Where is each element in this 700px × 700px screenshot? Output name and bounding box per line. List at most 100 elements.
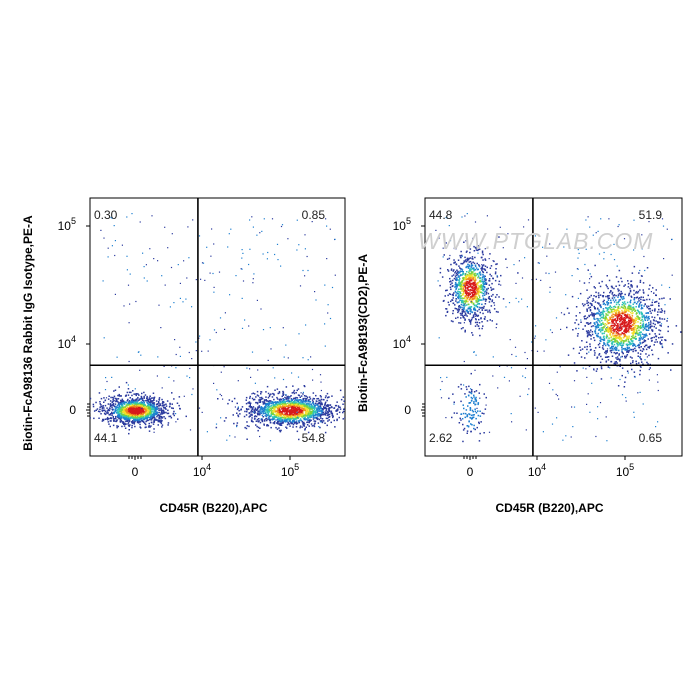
event-dot — [268, 415, 270, 417]
event-dot — [472, 277, 475, 279]
event-dot — [277, 418, 279, 421]
event-dot — [124, 406, 126, 408]
event-dot — [108, 418, 110, 420]
event-dot — [326, 410, 328, 413]
event-dot — [274, 415, 276, 418]
x-tick-label: 104 — [193, 462, 211, 479]
event-dot — [609, 350, 612, 352]
event-dot — [265, 399, 267, 401]
event-dot — [489, 273, 491, 276]
event-dot — [252, 392, 255, 394]
event-dot — [315, 299, 317, 301]
event-dot — [166, 412, 169, 415]
event-dot — [656, 341, 658, 343]
event-dot — [633, 327, 635, 329]
event-dot — [142, 409, 144, 412]
event-dot — [468, 272, 471, 275]
quadrant-percent-upper-right: 0.85 — [302, 208, 326, 222]
event-dot — [450, 280, 452, 283]
event-dot — [626, 349, 628, 351]
event-dot — [301, 411, 304, 413]
event-dot — [290, 413, 292, 415]
event-dot — [639, 339, 641, 341]
event-dot — [325, 417, 328, 420]
event-dot — [130, 416, 132, 419]
event-dot — [117, 407, 119, 409]
event-dot — [632, 306, 634, 309]
event-dot — [297, 394, 300, 396]
event-dot — [602, 326, 604, 329]
event-dot — [624, 349, 626, 351]
event-dot — [130, 405, 132, 407]
event-dot — [624, 303, 627, 305]
event-dot — [462, 310, 465, 312]
event-dot — [288, 419, 290, 421]
event-dot — [101, 410, 104, 412]
event-dot — [640, 313, 643, 315]
event-dot — [257, 421, 260, 423]
event-dot — [286, 427, 288, 429]
event-dot — [284, 414, 286, 416]
event-dot — [296, 389, 298, 392]
event-dot — [476, 296, 478, 298]
event-dot — [121, 402, 123, 404]
event-dot — [607, 359, 610, 361]
event-dot — [641, 275, 643, 277]
event-dot — [135, 399, 137, 402]
event-dot — [148, 411, 150, 414]
event-dot — [119, 417, 121, 419]
event-dot — [613, 287, 615, 290]
event-dot — [325, 218, 327, 220]
event-dot — [121, 406, 123, 409]
event-dot — [149, 405, 152, 407]
event-dot — [282, 394, 284, 396]
event-dot — [606, 341, 609, 344]
event-dot — [134, 416, 136, 418]
event-dot — [132, 408, 134, 411]
event-dot — [133, 401, 136, 404]
event-dot — [207, 350, 209, 352]
event-dot — [468, 277, 470, 279]
event-dot — [305, 400, 307, 402]
event-dot — [623, 326, 625, 328]
event-dot — [484, 318, 486, 320]
event-dot — [476, 310, 479, 312]
event-dot — [453, 292, 455, 294]
event-dot — [659, 342, 661, 344]
event-dot — [609, 326, 611, 329]
event-dot — [153, 406, 155, 408]
event-dot — [249, 403, 251, 405]
event-dot — [265, 408, 267, 410]
event-dot — [607, 296, 609, 298]
event-dot — [664, 339, 666, 341]
event-dot — [483, 288, 485, 290]
event-dot — [102, 419, 105, 422]
event-dot — [118, 393, 120, 396]
event-dot — [281, 416, 283, 418]
event-dot — [291, 410, 293, 413]
event-dot — [131, 414, 134, 416]
event-dot — [120, 399, 122, 402]
event-dot — [136, 421, 139, 424]
event-dot — [492, 277, 494, 280]
event-dot — [287, 402, 289, 405]
event-dot — [167, 409, 169, 412]
event-dot — [319, 374, 322, 376]
event-dot — [612, 335, 614, 337]
event-dot — [283, 420, 286, 423]
event-dot — [328, 410, 331, 412]
event-dot — [311, 408, 313, 410]
event-dot — [475, 313, 477, 315]
event-dot — [159, 409, 161, 411]
event-dot — [601, 280, 603, 283]
event-dot — [598, 342, 601, 345]
event-dot — [125, 401, 127, 404]
event-dot — [284, 421, 287, 423]
event-dot — [629, 287, 631, 290]
event-dot — [572, 347, 575, 350]
event-dot — [280, 225, 283, 228]
event-dot — [466, 310, 468, 312]
event-dot — [261, 414, 264, 417]
x-axis-label: CD45R (B220),APC — [159, 501, 267, 515]
event-dot — [469, 320, 471, 322]
